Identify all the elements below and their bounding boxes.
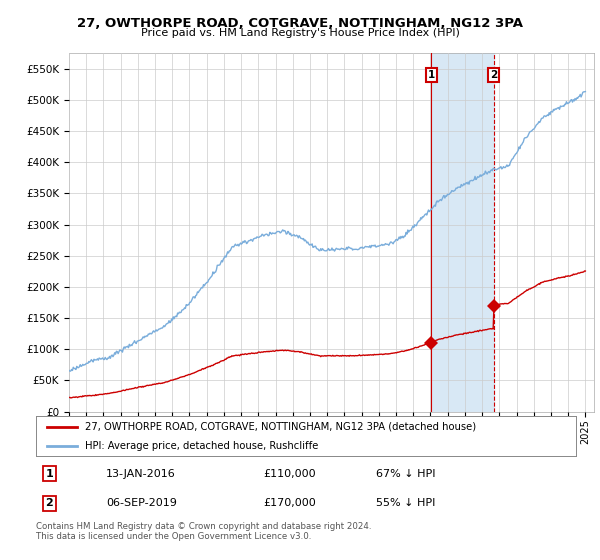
Text: £170,000: £170,000 xyxy=(263,498,316,508)
Text: £110,000: £110,000 xyxy=(263,469,316,479)
Text: HPI: Average price, detached house, Rushcliffe: HPI: Average price, detached house, Rush… xyxy=(85,441,318,450)
Text: Price paid vs. HM Land Registry's House Price Index (HPI): Price paid vs. HM Land Registry's House … xyxy=(140,28,460,38)
Text: Contains HM Land Registry data © Crown copyright and database right 2024.
This d: Contains HM Land Registry data © Crown c… xyxy=(36,522,371,542)
Text: 06-SEP-2019: 06-SEP-2019 xyxy=(106,498,177,508)
Bar xyxy=(431,53,494,412)
Text: 55% ↓ HPI: 55% ↓ HPI xyxy=(376,498,436,508)
Text: 67% ↓ HPI: 67% ↓ HPI xyxy=(376,469,436,479)
Text: 1: 1 xyxy=(428,70,435,80)
Text: 2: 2 xyxy=(46,498,53,508)
Text: 2: 2 xyxy=(490,70,497,80)
Text: 13-JAN-2016: 13-JAN-2016 xyxy=(106,469,176,479)
Text: 27, OWTHORPE ROAD, COTGRAVE, NOTTINGHAM, NG12 3PA: 27, OWTHORPE ROAD, COTGRAVE, NOTTINGHAM,… xyxy=(77,17,523,30)
Text: 27, OWTHORPE ROAD, COTGRAVE, NOTTINGHAM, NG12 3PA (detached house): 27, OWTHORPE ROAD, COTGRAVE, NOTTINGHAM,… xyxy=(85,422,476,432)
Text: 1: 1 xyxy=(46,469,53,479)
